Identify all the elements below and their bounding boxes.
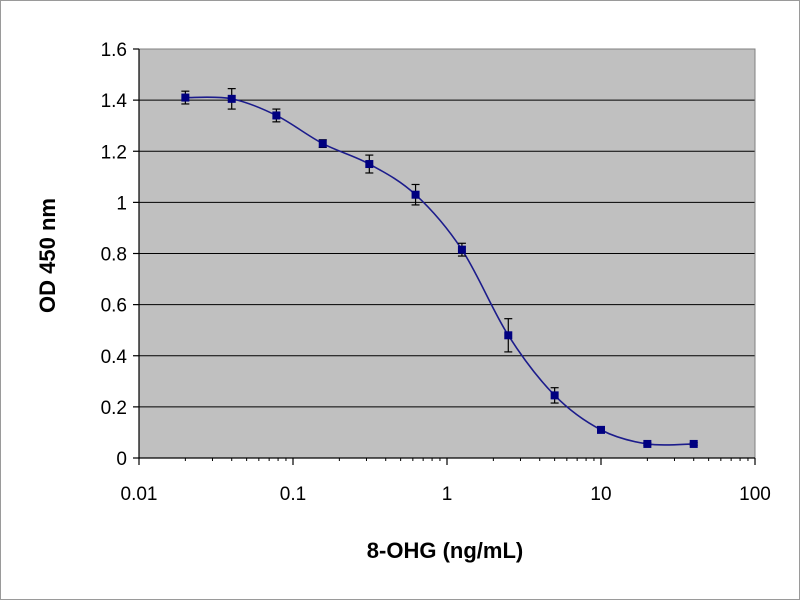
- x-tick-label: 100: [739, 484, 771, 505]
- y-tick-label: 0.6: [101, 296, 127, 317]
- y-tick-label: 1.6: [101, 40, 127, 61]
- x-tick-label: 10: [590, 484, 611, 505]
- data-point: [689, 439, 698, 448]
- y-tick-label: 0: [116, 449, 127, 470]
- data-point: [643, 439, 652, 448]
- data-point: [550, 391, 559, 400]
- data-point: [227, 94, 236, 103]
- data-point: [411, 190, 420, 199]
- y-tick-label: 0.2: [101, 398, 127, 419]
- data-point: [504, 331, 513, 340]
- data-point: [365, 160, 374, 169]
- x-axis-title: 8-OHG (ng/mL): [367, 538, 523, 563]
- data-point: [597, 425, 605, 434]
- y-tick-label: 0.8: [101, 245, 127, 266]
- x-tick-label: 0.1: [280, 484, 306, 505]
- y-axis-title: OD 450 nm: [35, 198, 60, 313]
- data-point: [457, 245, 466, 254]
- y-tick-label: 1.4: [101, 91, 128, 112]
- data-point: [272, 111, 281, 120]
- x-tick-label: 0.01: [121, 484, 158, 505]
- y-tick-label: 1.2: [101, 142, 127, 163]
- data-point: [318, 139, 327, 148]
- x-tick-label: 1: [442, 484, 453, 505]
- data-point: [181, 93, 190, 102]
- y-tick-label: 0.4: [101, 347, 128, 368]
- y-tick-label: 1: [116, 193, 127, 214]
